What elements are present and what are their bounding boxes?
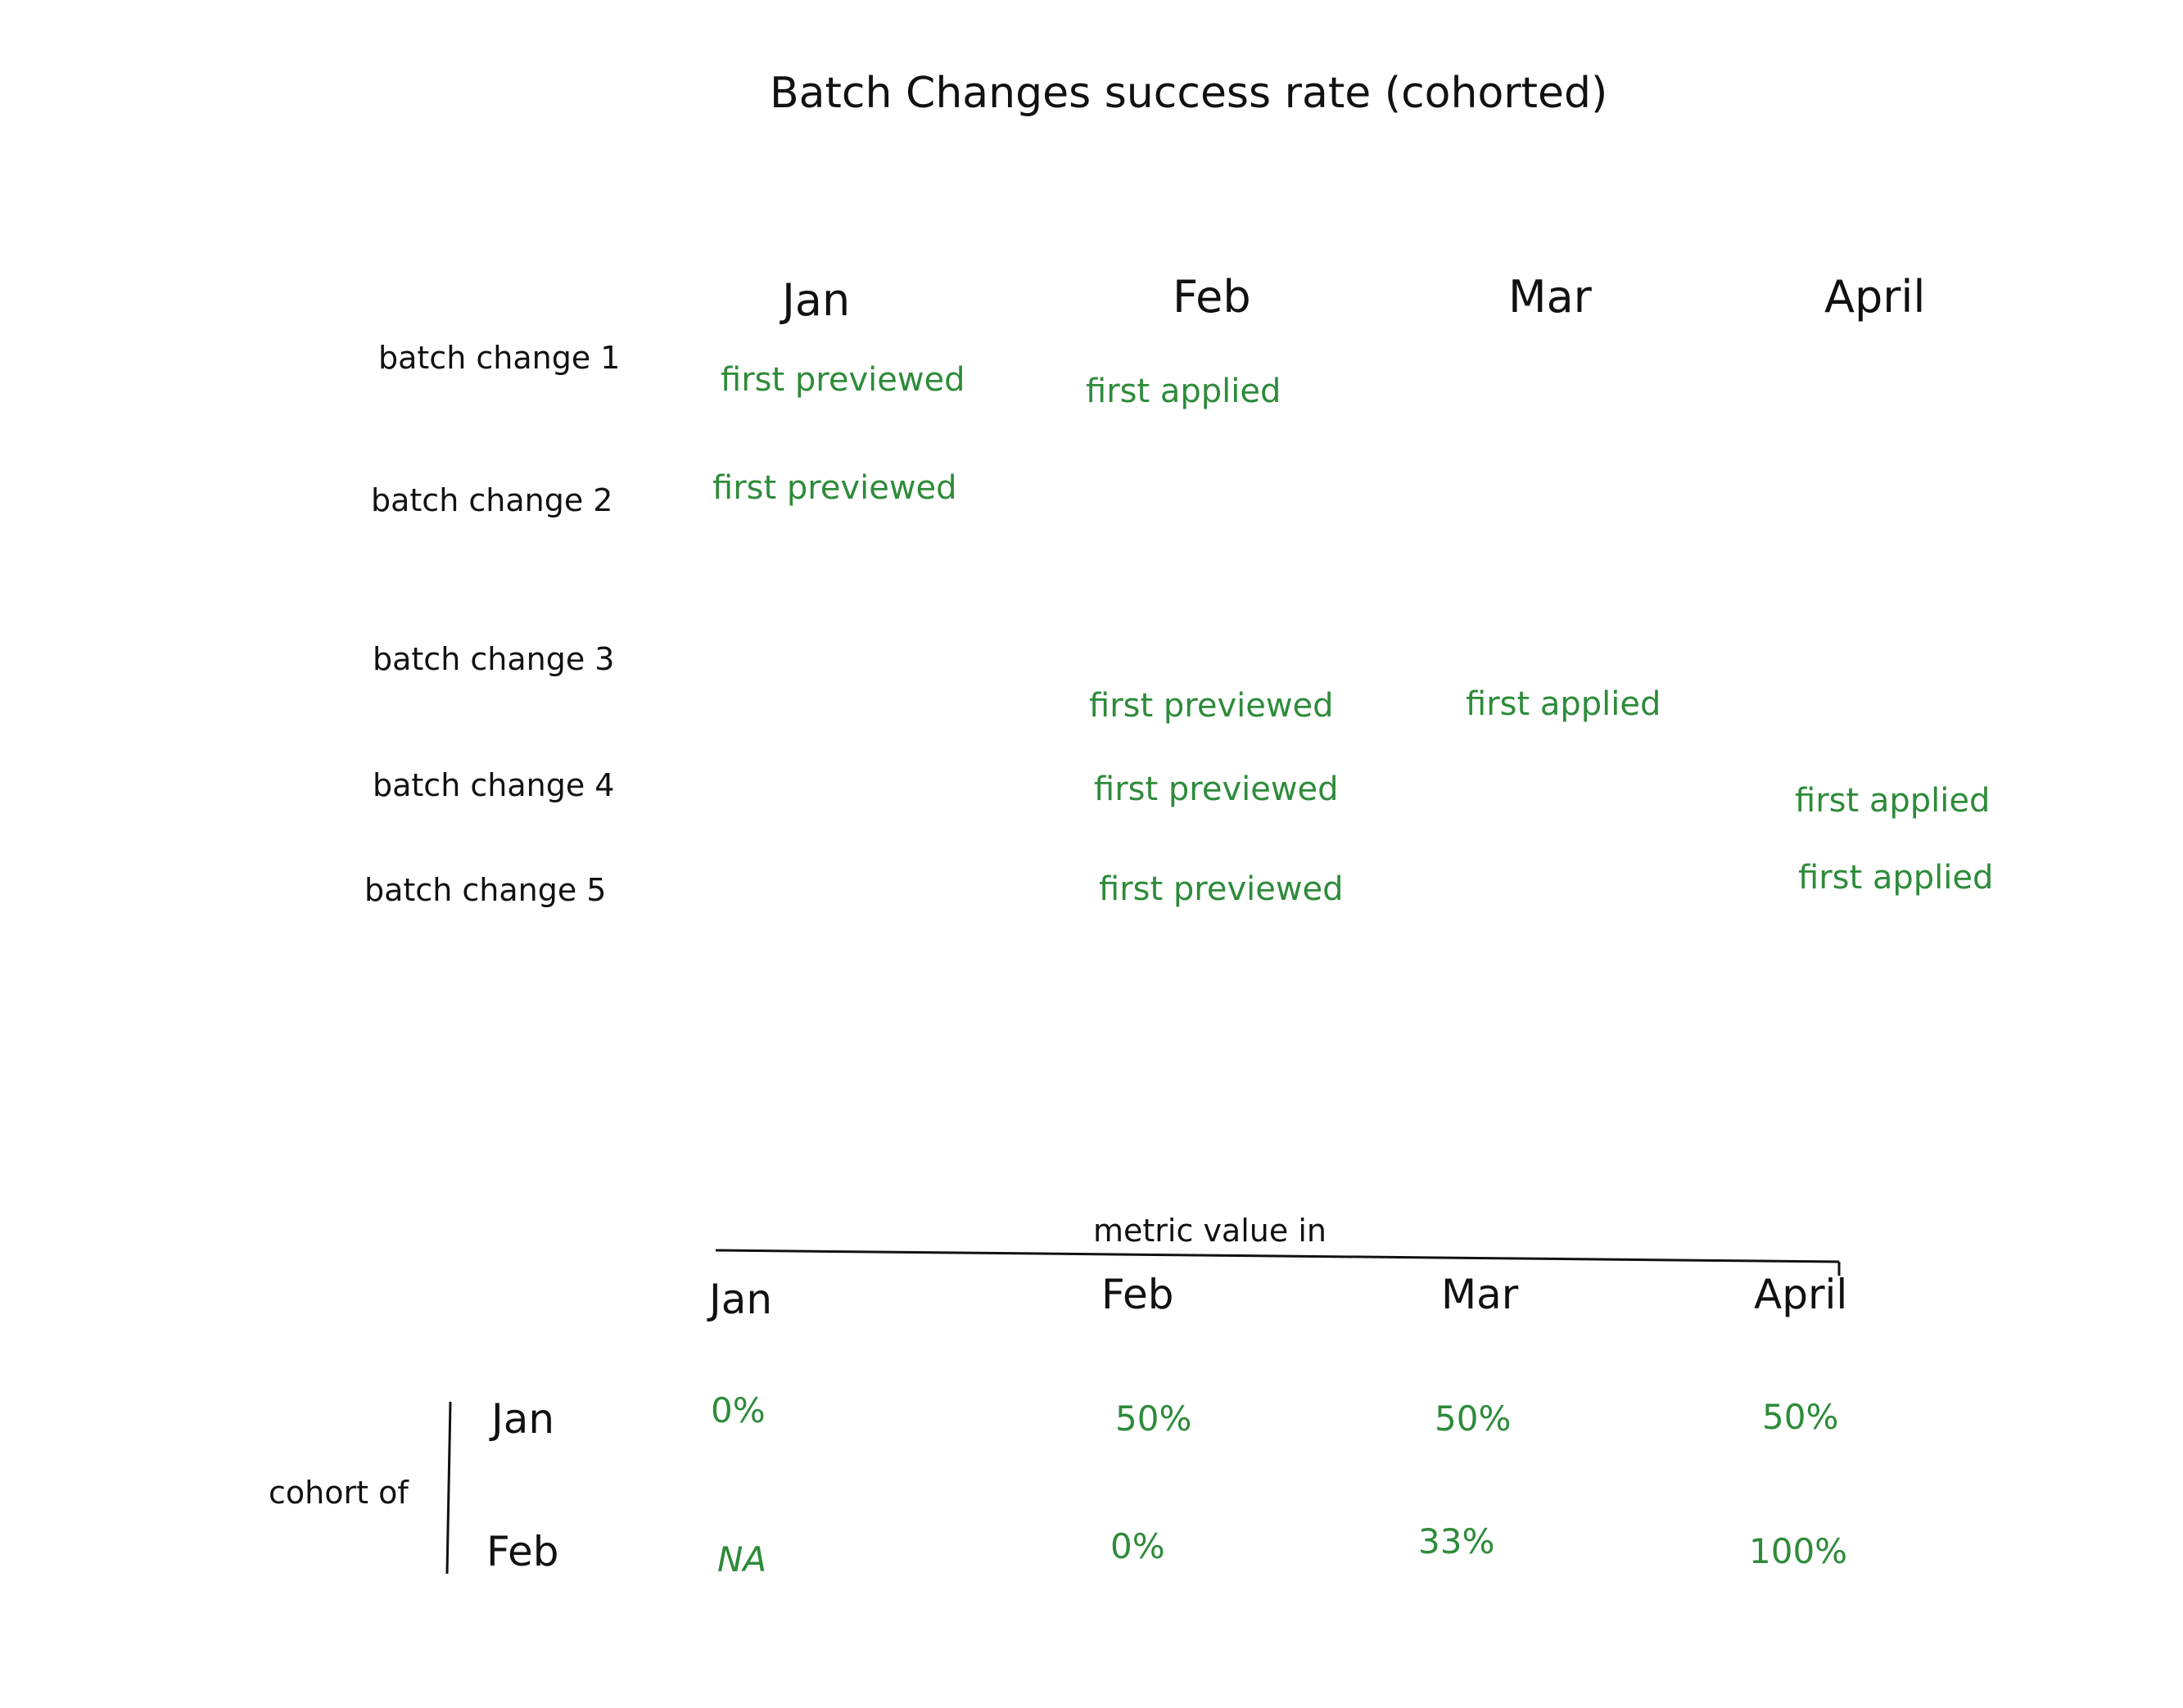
- cohort-col-mar: Mar: [1441, 1271, 1519, 1318]
- timeline-event: first previewed: [712, 469, 957, 507]
- cohort-row-label-feb: Feb: [486, 1528, 559, 1575]
- timeline-month-feb: Feb: [1173, 271, 1251, 323]
- timeline-event: first previewed: [721, 361, 965, 399]
- cohort-header-label: metric value in: [1093, 1213, 1327, 1249]
- timeline-month-april: April: [1824, 271, 1926, 323]
- cohort-col-april: April: [1754, 1271, 1848, 1318]
- timeline-month-mar: Mar: [1508, 271, 1592, 323]
- cohort-cell: 100%: [1749, 1531, 1848, 1571]
- timeline-event: first previewed: [1099, 870, 1344, 908]
- cohort-col-feb: Feb: [1101, 1271, 1174, 1318]
- cohort-cell: NA: [717, 1539, 767, 1579]
- timeline-event: first applied: [1795, 782, 1991, 820]
- timeline-row-label: batch change 5: [364, 872, 607, 908]
- cohort-row-label-jan: Jan: [491, 1395, 555, 1443]
- timeline-row-label: batch change 4: [373, 767, 615, 803]
- cohort-cell: 50%: [1435, 1398, 1512, 1439]
- cohort-col-jan: Jan: [709, 1276, 773, 1323]
- page-title: Batch Changes success rate (cohorted): [770, 69, 1608, 118]
- cohort-cell: 0%: [711, 1390, 766, 1430]
- timeline-event: first applied: [1798, 859, 1994, 897]
- cohort-cell: 0%: [1110, 1526, 1165, 1566]
- timeline-month-jan: Jan: [782, 274, 851, 326]
- timeline-event: first applied: [1086, 373, 1281, 410]
- timeline-event: first previewed: [1094, 770, 1339, 808]
- cohort-side-label: cohort of: [269, 1475, 409, 1511]
- timeline-row-label: batch change 1: [378, 340, 621, 376]
- timeline-event: first applied: [1466, 685, 1661, 723]
- cohort-cell: 33%: [1418, 1521, 1495, 1561]
- timeline-event: first previewed: [1089, 687, 1334, 725]
- cohort-cell: 50%: [1762, 1397, 1839, 1437]
- cohort-cell: 50%: [1115, 1398, 1192, 1439]
- timeline-row-label: batch change 2: [371, 482, 613, 518]
- timeline-row-label: batch change 3: [373, 641, 615, 677]
